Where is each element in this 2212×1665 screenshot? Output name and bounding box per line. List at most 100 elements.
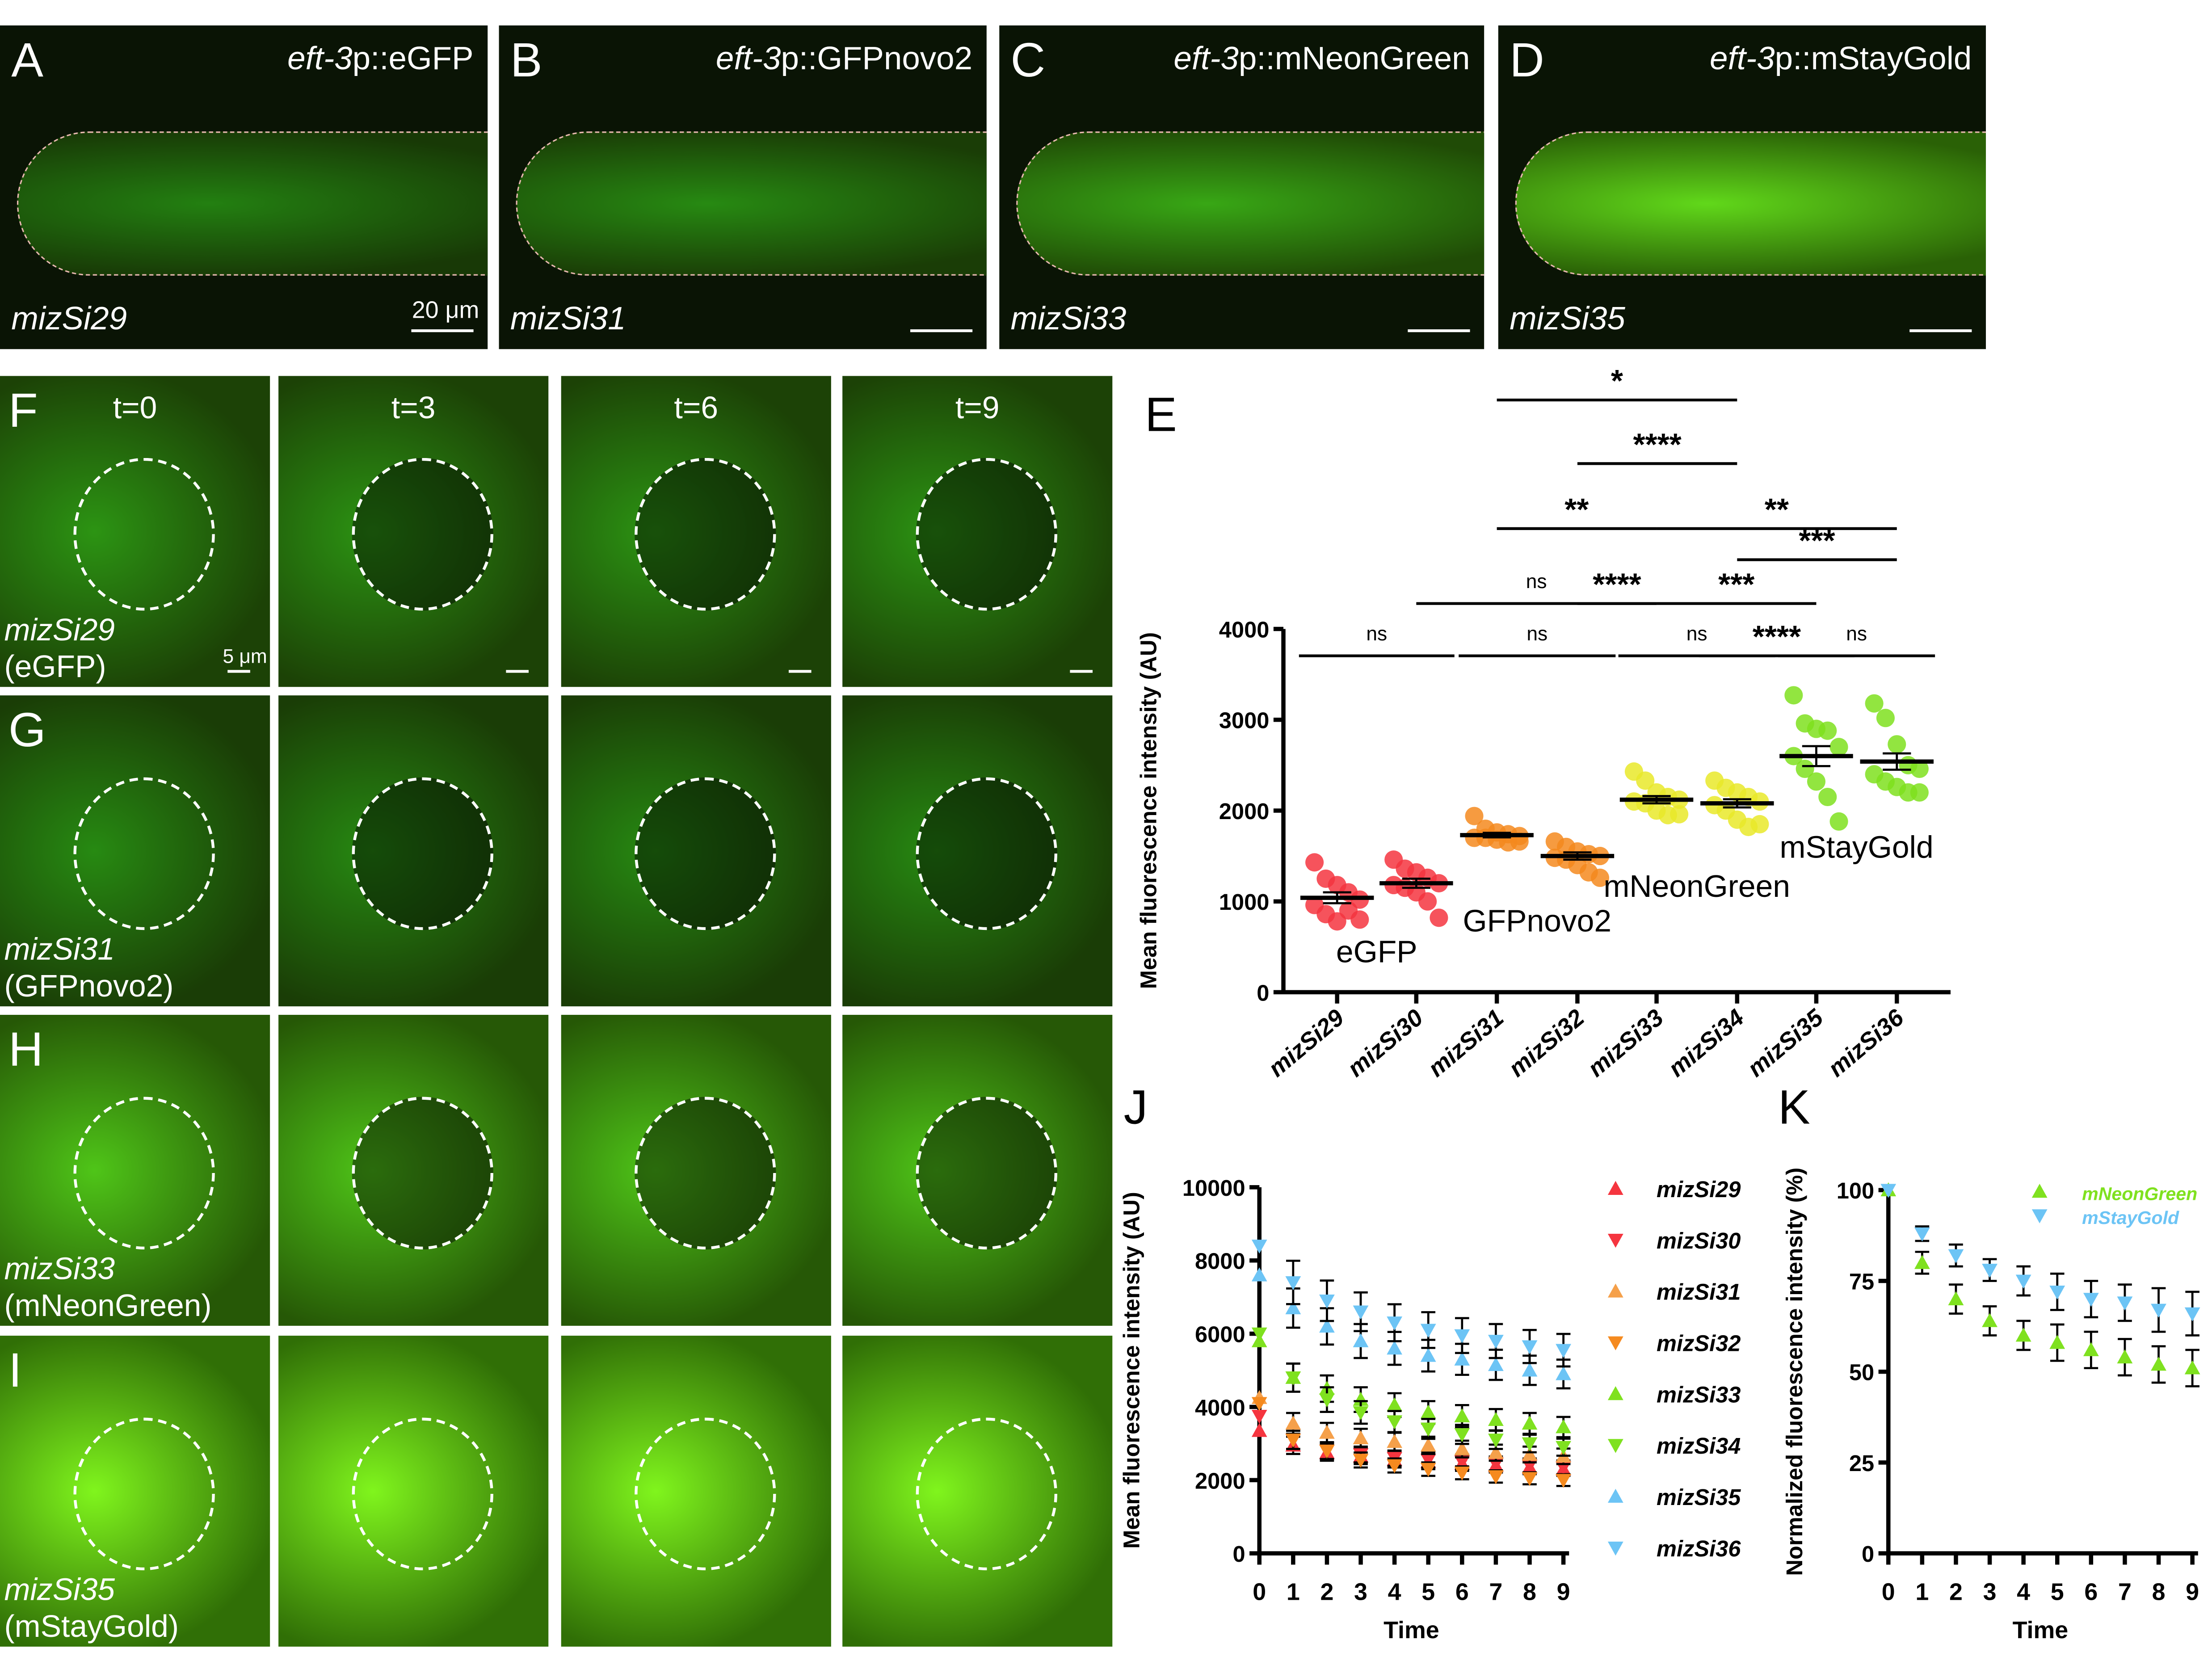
time-label: t=0 bbox=[113, 390, 157, 426]
legend-marker bbox=[1607, 1439, 1623, 1453]
legend-label: mizSi32 bbox=[1657, 1331, 1741, 1356]
timelapse-frame bbox=[278, 695, 549, 1007]
sem-error-bar bbox=[1323, 891, 1351, 904]
y-tick-label: 1000 bbox=[1219, 889, 1270, 915]
x-tick-label: 0 bbox=[1253, 1579, 1266, 1606]
data-point bbox=[1488, 1470, 1504, 1484]
x-tick-label: mizSi34 bbox=[1663, 1004, 1749, 1082]
x-axis-label: Time bbox=[1384, 1617, 1439, 1644]
legend-marker bbox=[1607, 1488, 1623, 1503]
panel-label: D bbox=[1510, 34, 1544, 88]
data-point bbox=[1465, 807, 1484, 825]
timelapse-frame bbox=[842, 1015, 1113, 1326]
time-label: t=3 bbox=[391, 390, 436, 426]
data-point bbox=[1948, 1249, 1964, 1263]
data-point bbox=[1636, 771, 1655, 790]
bleach-region-circle bbox=[916, 1097, 1057, 1250]
timelapse-frame bbox=[842, 1336, 1113, 1647]
legend-label: mizSi31 bbox=[1657, 1279, 1741, 1305]
y-tick-label: 50 bbox=[1849, 1360, 1874, 1385]
time-label: t=9 bbox=[955, 390, 1000, 426]
data-point bbox=[1829, 812, 1848, 831]
bleach-region-circle bbox=[352, 458, 493, 611]
data-point bbox=[1522, 1415, 1538, 1430]
y-axis-label: Normalized fluorescence intensity (%) bbox=[1782, 1168, 1807, 1576]
significance-label: ns bbox=[1527, 623, 1548, 645]
data-point bbox=[1807, 772, 1826, 791]
data-point bbox=[1420, 1324, 1436, 1338]
y-tick-label: 4000 bbox=[1219, 617, 1270, 643]
strain-label: mizSi31 bbox=[510, 299, 626, 336]
data-point bbox=[2083, 1342, 2099, 1356]
timelapse-frame bbox=[561, 1015, 831, 1326]
data-point bbox=[1914, 1227, 1930, 1242]
data-point bbox=[1387, 1397, 1403, 1412]
data-point bbox=[1353, 1454, 1369, 1468]
worm-outline bbox=[1016, 131, 1484, 276]
data-point bbox=[1454, 1329, 1470, 1344]
y-tick-label: 0 bbox=[1232, 1541, 1245, 1567]
legend-label: mNeonGreen bbox=[2082, 1183, 2197, 1204]
legend-marker bbox=[1607, 1283, 1623, 1298]
y-tick-label: 6000 bbox=[1195, 1322, 1245, 1347]
protein-name: (GFPnovo2) bbox=[4, 967, 174, 1003]
strain-label: mizSi33 bbox=[1010, 299, 1127, 336]
x-tick-label: 3 bbox=[1354, 1579, 1367, 1606]
x-tick-label: 1 bbox=[1915, 1579, 1929, 1606]
sem-error-bar bbox=[1563, 851, 1592, 861]
timelapse-frame bbox=[278, 1336, 549, 1647]
panel-label-k: K bbox=[1778, 1081, 1810, 1135]
significance-label: * bbox=[1611, 363, 1623, 398]
x-tick-label: 7 bbox=[2118, 1579, 2132, 1606]
strain-name: mizSi33 bbox=[4, 1251, 115, 1287]
data-point bbox=[1454, 1441, 1470, 1455]
sem-error-bar bbox=[1402, 878, 1430, 889]
sem-error-bar bbox=[1482, 832, 1511, 839]
data-point bbox=[1418, 892, 1437, 911]
data-point bbox=[1454, 1428, 1470, 1442]
sem-error-bar bbox=[1723, 798, 1751, 809]
scale-bar bbox=[788, 670, 812, 673]
data-point bbox=[1880, 1184, 1897, 1198]
data-point bbox=[2117, 1296, 2133, 1311]
panel-label: A bbox=[11, 34, 44, 88]
bleach-region-circle bbox=[635, 1097, 776, 1250]
bleach-region-circle bbox=[635, 458, 776, 611]
data-point bbox=[2184, 1360, 2200, 1375]
gene-name: eft-3 bbox=[1173, 39, 1239, 76]
protein-name: (mStayGold) bbox=[4, 1608, 179, 1644]
strain-label: mizSi29 bbox=[11, 299, 127, 336]
significance-label: ns bbox=[1686, 623, 1707, 645]
bleach-region-circle bbox=[73, 1097, 215, 1250]
construct-name: p::mStayGold bbox=[1775, 39, 1972, 76]
legend-label: mizSi35 bbox=[1657, 1484, 1741, 1510]
data-point bbox=[1750, 815, 1769, 834]
data-point bbox=[2049, 1285, 2065, 1300]
strain-label: mizSi31 (GFPnovo2) bbox=[4, 932, 173, 1004]
data-point bbox=[1556, 1366, 1571, 1380]
data-point bbox=[1522, 1437, 1538, 1451]
scatter-plot-e: 0 1000 2000 3000 4000 Mean fluorescence inten… bbox=[1135, 363, 1951, 1082]
legend-marker bbox=[2031, 1184, 2048, 1198]
data-point bbox=[1387, 1459, 1403, 1473]
construct-name: p::eGFP bbox=[352, 39, 474, 76]
data-point bbox=[1353, 1430, 1369, 1445]
data-point bbox=[1454, 1351, 1470, 1366]
data-point bbox=[1251, 1240, 1267, 1254]
data-point bbox=[1488, 1445, 1504, 1459]
significance-label: **** bbox=[1593, 567, 1641, 602]
data-point bbox=[1488, 1335, 1504, 1349]
x-tick-label: mizSi32 bbox=[1504, 1004, 1590, 1082]
data-point bbox=[2015, 1274, 2031, 1289]
data-point bbox=[1319, 1318, 1335, 1333]
y-tick-label: 100 bbox=[1837, 1178, 1874, 1203]
gene-name: eft-3 bbox=[715, 39, 781, 76]
